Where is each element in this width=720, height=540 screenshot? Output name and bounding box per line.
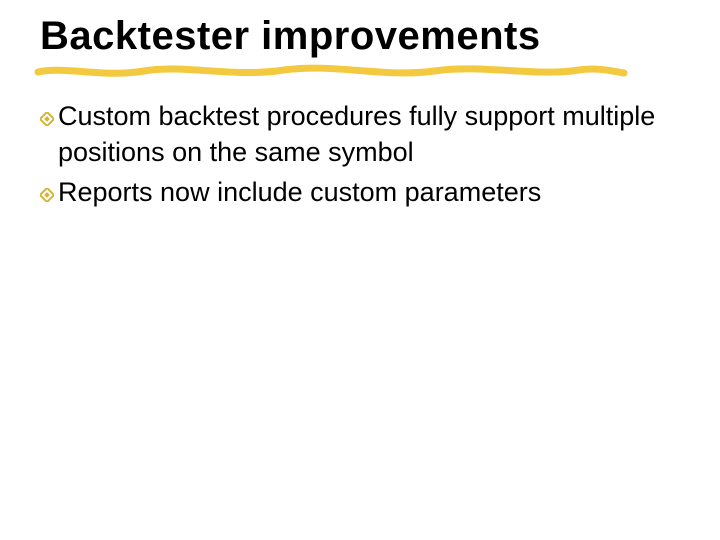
- underline-path: [38, 68, 624, 73]
- bullet-list: Custom backtest procedures fully support…: [40, 98, 660, 214]
- list-item: Reports now include custom parameters: [40, 174, 660, 210]
- slide-title: Backtester improvements: [40, 14, 541, 59]
- title-underline: [34, 58, 628, 84]
- bullet-text: Custom backtest procedures fully support…: [58, 98, 660, 170]
- slide: Backtester improvements Custom backtest …: [0, 0, 720, 540]
- bullet-icon: [40, 174, 58, 209]
- bullet-icon: [40, 98, 58, 133]
- bullet-text: Reports now include custom parameters: [58, 174, 541, 210]
- list-item: Custom backtest procedures fully support…: [40, 98, 660, 170]
